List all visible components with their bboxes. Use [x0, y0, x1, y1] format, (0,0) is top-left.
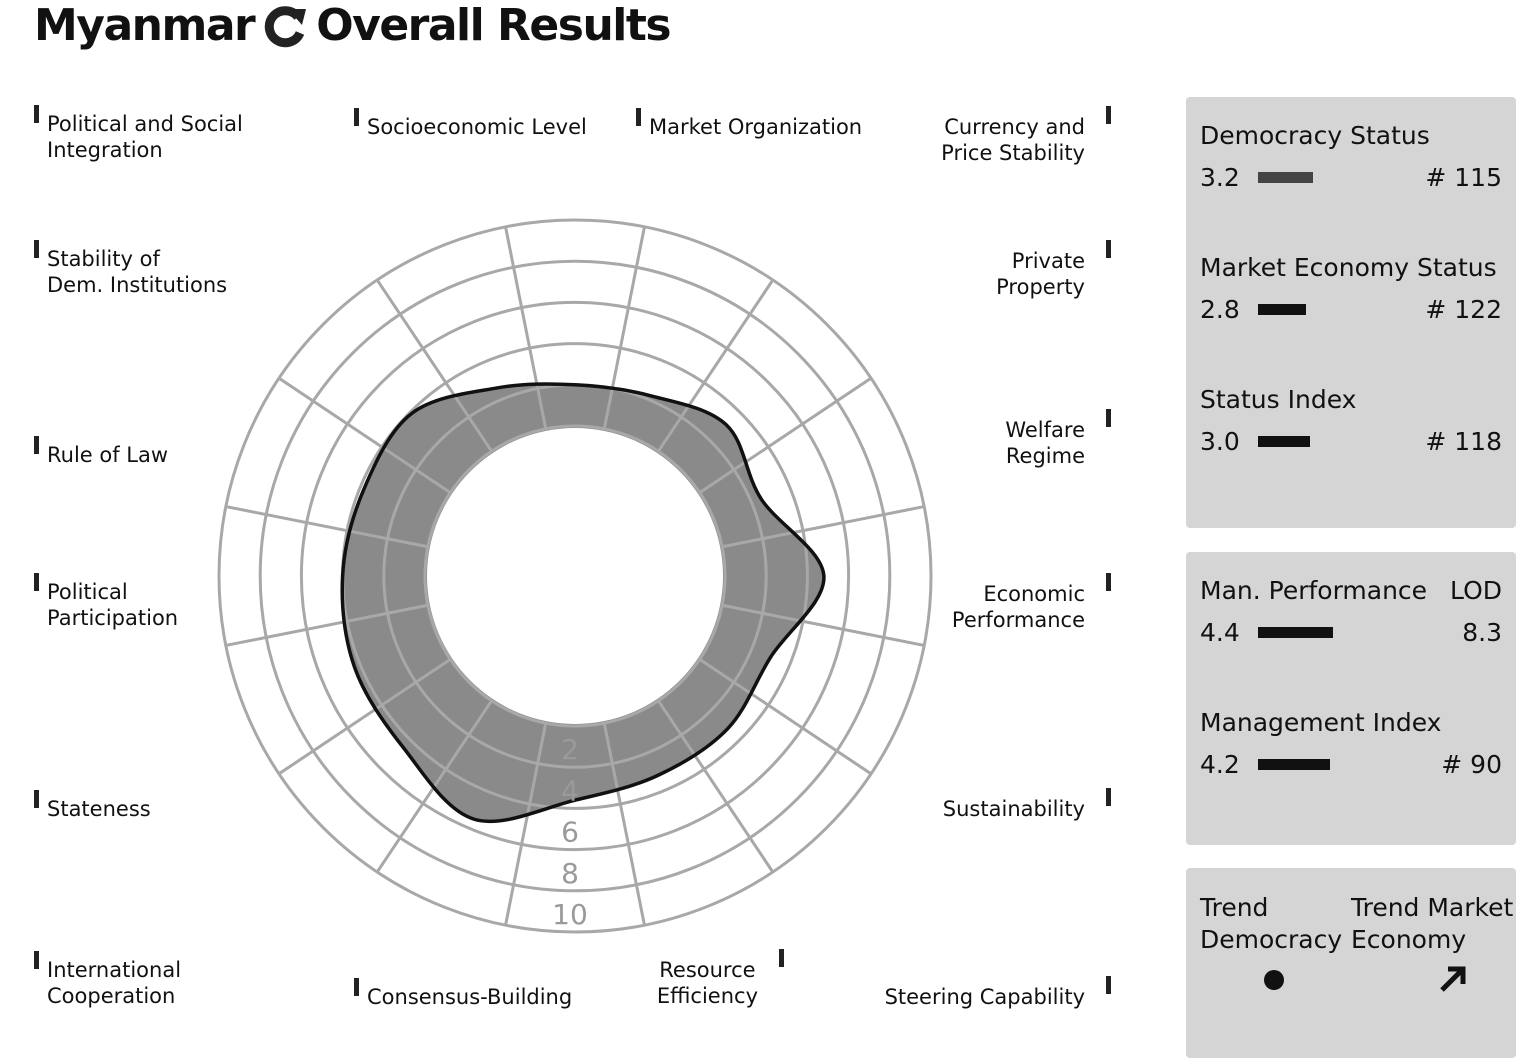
lod-value: 8.3	[1462, 618, 1502, 647]
trend-democracy-label: Trend Democracy	[1200, 893, 1343, 954]
label-socioeconomic-level: Socioeconomic Level	[354, 108, 587, 140]
label-stability-dem-institutions: Stability of Dem. Institutions	[34, 240, 227, 298]
ring-10	[217, 218, 933, 934]
label-stateness: Stateness	[34, 790, 151, 822]
dot-icon	[1264, 970, 1284, 990]
score-outline	[340, 382, 826, 824]
market-status-label: Market Economy Status	[1200, 253, 1497, 282]
label-international-cooperation: International Cooperation	[34, 951, 181, 1009]
ring-tick-label: 6	[561, 816, 579, 849]
label-market-organization: Market Organization	[636, 108, 862, 140]
arrow-up-right-icon	[1440, 966, 1466, 992]
spoke	[698, 658, 872, 776]
man-performance-bar	[1257, 627, 1333, 638]
ring-tick-label: 8	[561, 857, 579, 890]
status-index-rank: # 118	[1425, 427, 1502, 456]
ring-8	[258, 259, 892, 893]
market-value: 2.8	[1200, 295, 1240, 324]
label-welfare-regime: Welfare Regime	[1005, 409, 1111, 469]
ring-tick-label: 10	[552, 898, 588, 931]
page-title: Myanmar Overall Results	[34, 0, 672, 51]
management-index-label: Management Index	[1200, 708, 1442, 737]
ring-tick-label: 2	[561, 733, 579, 766]
label-economic-performance: Economic Performance	[952, 573, 1112, 633]
ring-tick-label: 4	[561, 774, 579, 807]
management-index-bar	[1257, 759, 1330, 770]
status-index-bar	[1257, 436, 1310, 447]
management-panel: Man. Performance LOD 4.4 8.3 Management In…	[1186, 552, 1516, 845]
country-name: Myanmar	[34, 0, 256, 51]
trend-market-label: Trend Market Economy	[1351, 893, 1514, 954]
democracy-status-row: 3.2 # 115	[1200, 163, 1502, 192]
label-private-property: Private Property	[996, 240, 1111, 300]
man-performance-label: Man. Performance	[1200, 576, 1428, 605]
democracy-rank: # 115	[1425, 163, 1502, 192]
democracy-status-label: Democracy Status	[1200, 121, 1430, 150]
market-status-row: 2.8 # 122	[1200, 295, 1502, 324]
spoke	[278, 658, 452, 776]
spoke	[504, 226, 548, 430]
label-resource-efficiency: Resource Efficiency	[657, 949, 785, 1009]
spoke	[278, 376, 452, 494]
label-political-participation: Political Participation	[34, 573, 178, 631]
trend-panel: Trend Democracy Trend Market Economy	[1186, 868, 1516, 1058]
label-steering-capability: Steering Capability	[885, 976, 1112, 1010]
ring-0	[423, 424, 727, 728]
label-consensus-building: Consensus-Building	[354, 978, 572, 1010]
man-performance-row: 4.4 8.3	[1200, 618, 1502, 647]
spoke	[375, 279, 493, 453]
label-currency-price-stability: Currency and Price Stability	[941, 106, 1111, 166]
status-index-label: Status Index	[1200, 385, 1357, 414]
spoke	[225, 505, 429, 549]
label-political-social-integration: Political and Social Integration	[34, 105, 243, 163]
label-sustainability: Sustainability	[943, 788, 1112, 822]
management-index-row: 4.2 # 90	[1200, 750, 1502, 779]
title-text: Overall Results	[316, 0, 671, 51]
man-performance-header: Man. Performance LOD	[1200, 576, 1502, 605]
management-index-value: 4.2	[1200, 750, 1240, 779]
spoke	[602, 722, 646, 926]
lod-label: LOD	[1450, 576, 1502, 605]
democracy-value: 3.2	[1200, 163, 1240, 192]
spoke	[225, 603, 429, 647]
spoke	[504, 722, 548, 926]
market-bar	[1257, 304, 1306, 315]
ring-6	[299, 300, 851, 852]
democracy-bar	[1257, 172, 1313, 183]
spoke	[698, 376, 872, 494]
spoke	[602, 226, 646, 430]
management-index-rank: # 90	[1441, 750, 1502, 779]
spoke	[721, 505, 925, 549]
center-hole	[427, 428, 723, 724]
label-rule-of-law: Rule of Law	[34, 436, 168, 468]
status-panel: Democracy Status 3.2 # 115 Market Economy…	[1186, 97, 1516, 528]
market-rank: # 122	[1425, 295, 1502, 324]
status-index-value: 3.0	[1200, 427, 1240, 456]
status-index-row: 3.0 # 118	[1200, 427, 1502, 456]
spoke	[657, 699, 775, 873]
spoke	[721, 603, 925, 647]
man-performance-value: 4.4	[1200, 618, 1240, 647]
refresh-icon[interactable]	[262, 3, 308, 49]
spoke	[657, 279, 775, 453]
